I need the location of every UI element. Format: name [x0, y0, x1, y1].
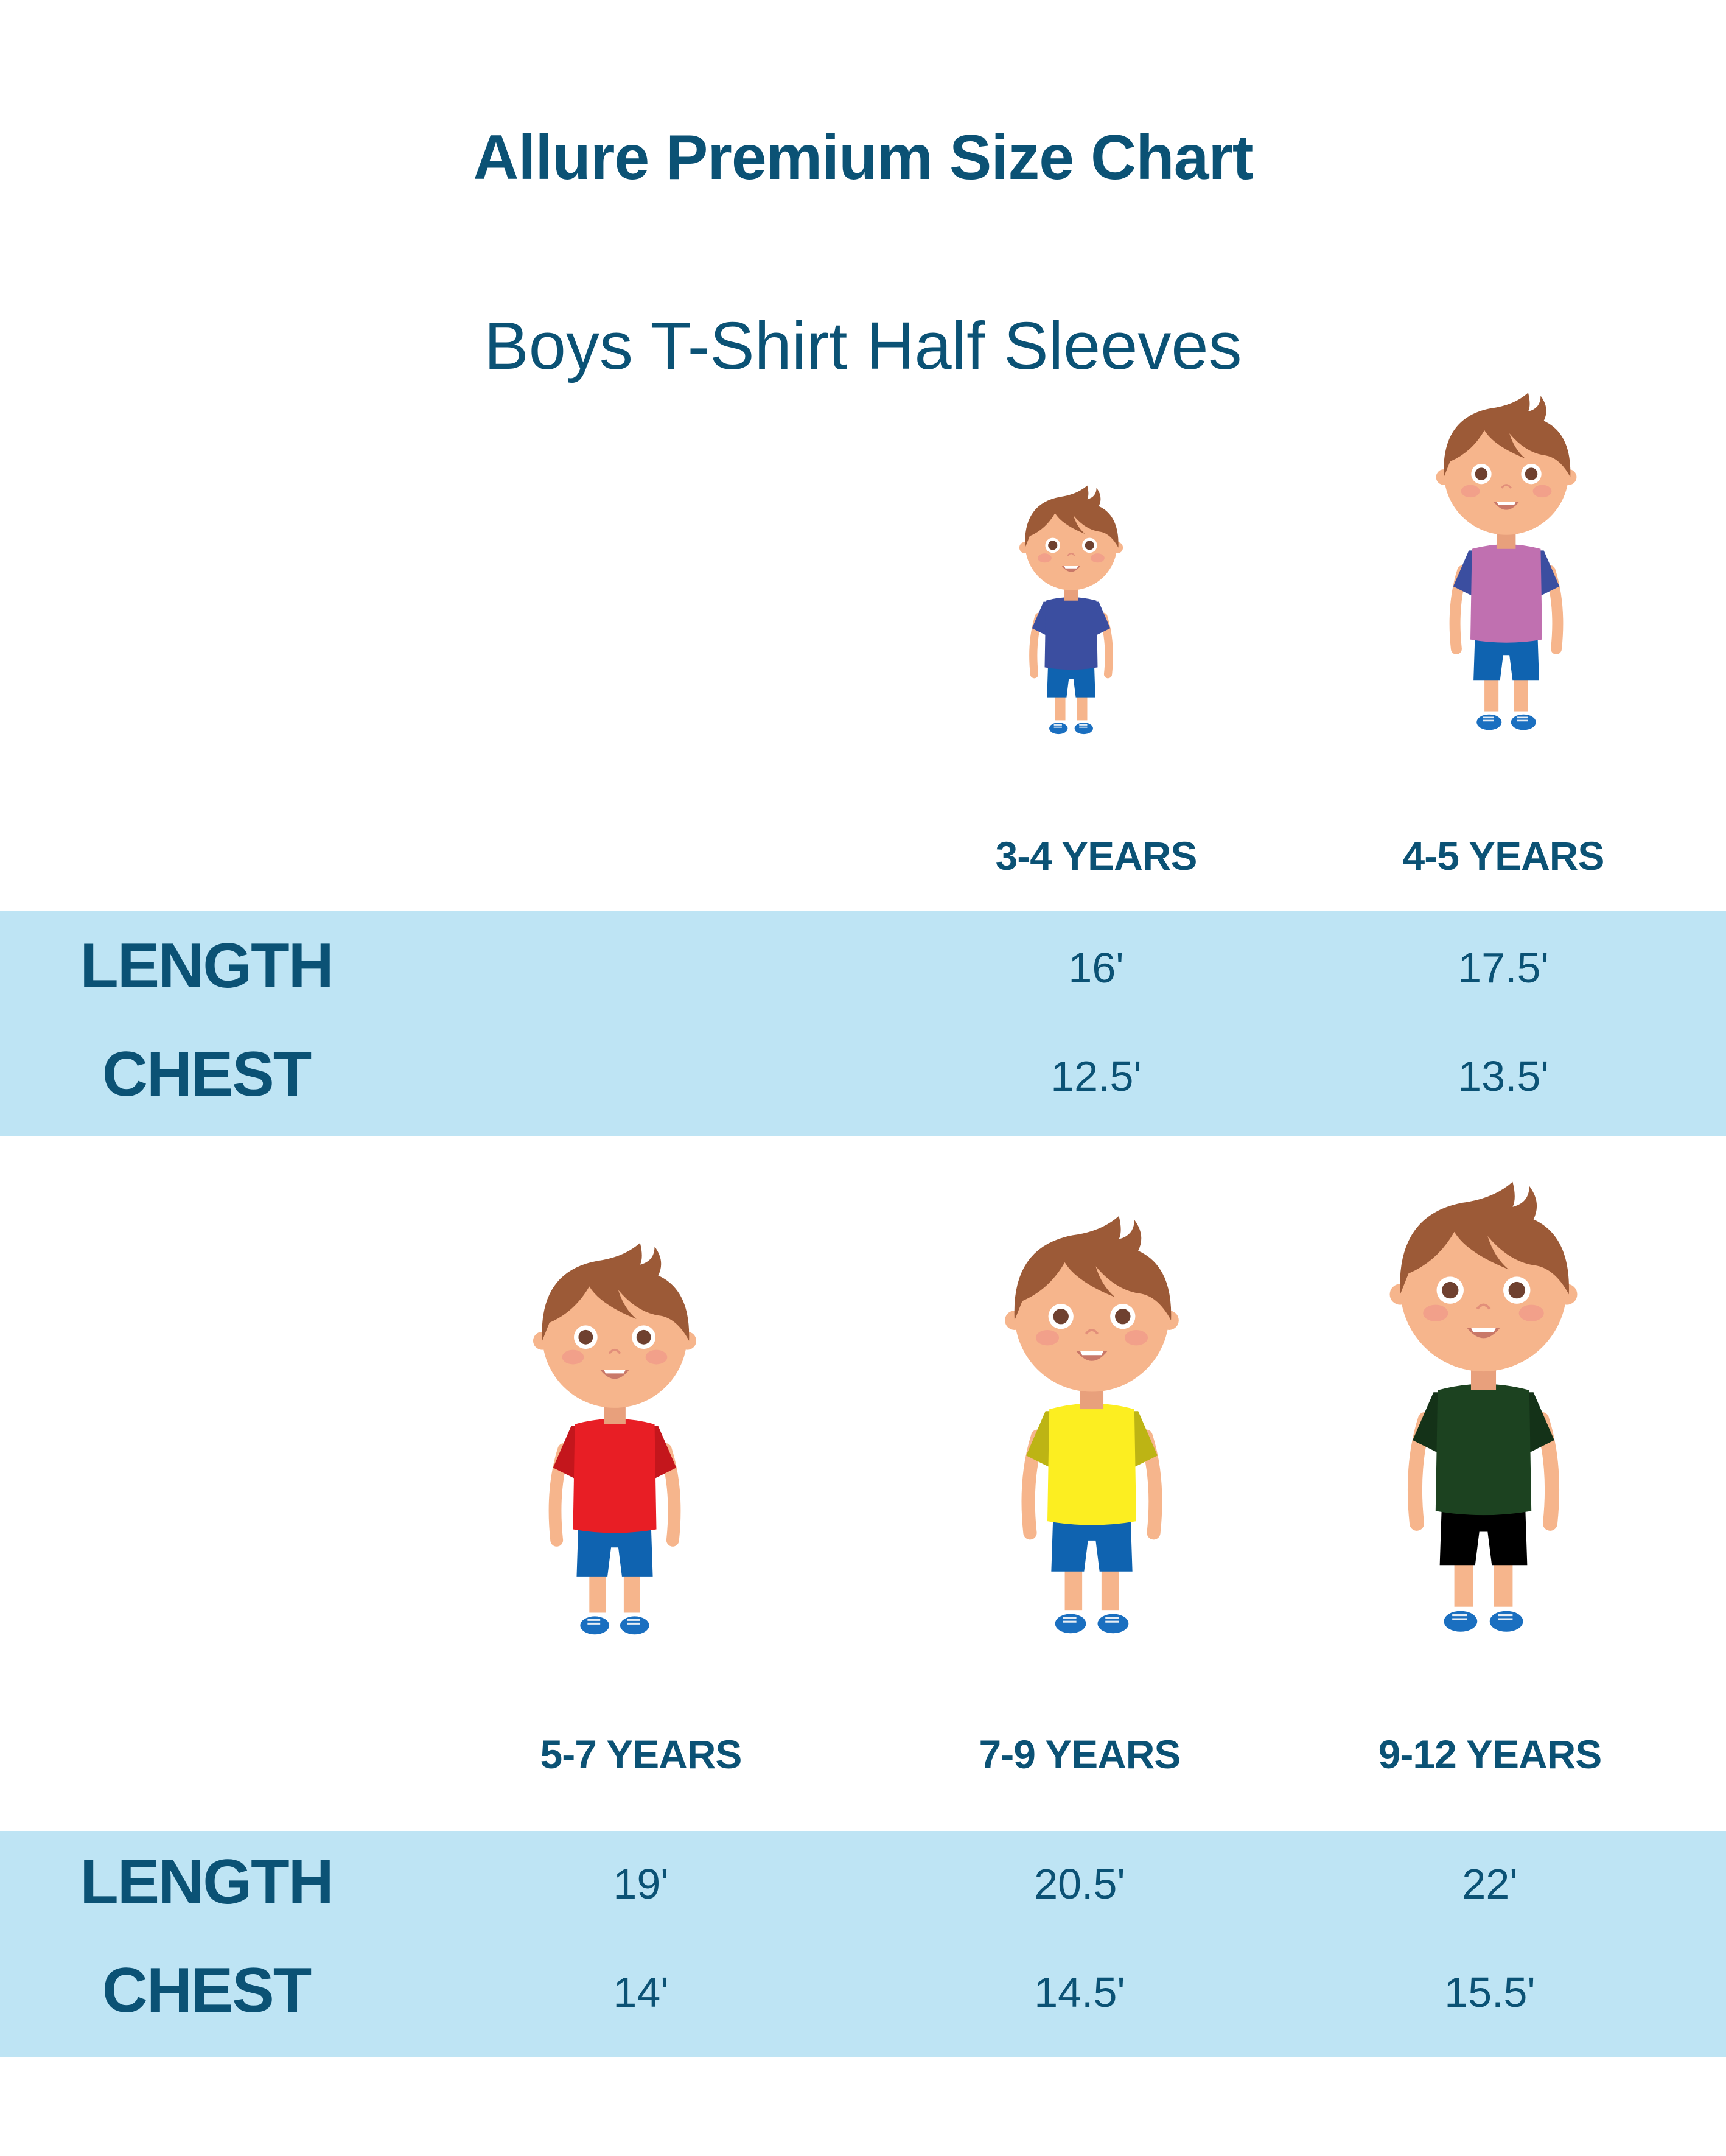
boy-illustration-5-7 [533, 1242, 697, 1635]
length-label: LENGTH [80, 1847, 334, 1917]
head [533, 1242, 697, 1408]
measurement-band-2 [0, 1831, 1726, 2057]
shorts [1473, 633, 1539, 681]
shorts [1439, 1502, 1528, 1566]
shoes [1055, 1614, 1129, 1634]
chest-value-7-9: 14.5' [1034, 1969, 1125, 2016]
shorts [1051, 1513, 1133, 1572]
chest-value-9-12: 15.5' [1444, 1969, 1536, 2016]
shirt [1044, 597, 1098, 670]
age-label-3-4: 3-4 YEARS [995, 833, 1198, 878]
age-label-5-7: 5-7 YEARS [540, 1732, 742, 1777]
shoes [580, 1616, 649, 1635]
shoes [1444, 1611, 1523, 1632]
length-label: LENGTH [80, 931, 334, 1001]
length-value-4-5: 17.5' [1458, 944, 1549, 992]
age-label-4-5: 4-5 YEARS [1402, 833, 1605, 878]
length-value-7-9: 20.5' [1034, 1860, 1125, 1908]
head [1436, 393, 1577, 535]
shirt [573, 1418, 657, 1533]
boy-illustration-7-9 [1005, 1216, 1179, 1634]
shirt [1435, 1384, 1532, 1516]
shorts [1047, 662, 1095, 698]
head [1389, 1181, 1578, 1372]
length-value-9-12: 22' [1462, 1860, 1518, 1908]
shorts [576, 1522, 653, 1577]
chest-label: CHEST [102, 1955, 312, 2026]
age-label-9-12: 9-12 YEARS [1378, 1732, 1602, 1777]
age-label-7-9: 7-9 YEARS [979, 1732, 1181, 1777]
shirt [1047, 1403, 1136, 1525]
measurement-band-1 [0, 911, 1726, 1136]
chest-value-5-7: 14' [613, 1969, 669, 2016]
length-value-3-4: 16' [1068, 944, 1124, 992]
shirt [1470, 544, 1542, 643]
shoes [1476, 714, 1536, 730]
boy-illustration-9-12 [1389, 1181, 1578, 1632]
shoes [1049, 723, 1093, 735]
head [1019, 485, 1123, 590]
chest-value-3-4: 12.5' [1050, 1052, 1142, 1100]
boy-illustration-4-5 [1436, 393, 1577, 730]
chest-label: CHEST [102, 1039, 312, 1110]
page-subtitle: Boys T-Shirt Half Sleeves [484, 309, 1242, 383]
chest-value-4-5: 13.5' [1458, 1052, 1549, 1100]
boy-illustration-3-4 [1019, 485, 1123, 735]
length-value-5-7: 19' [613, 1860, 669, 1908]
head [1005, 1216, 1179, 1392]
page-title: Allure Premium Size Chart [473, 122, 1253, 193]
